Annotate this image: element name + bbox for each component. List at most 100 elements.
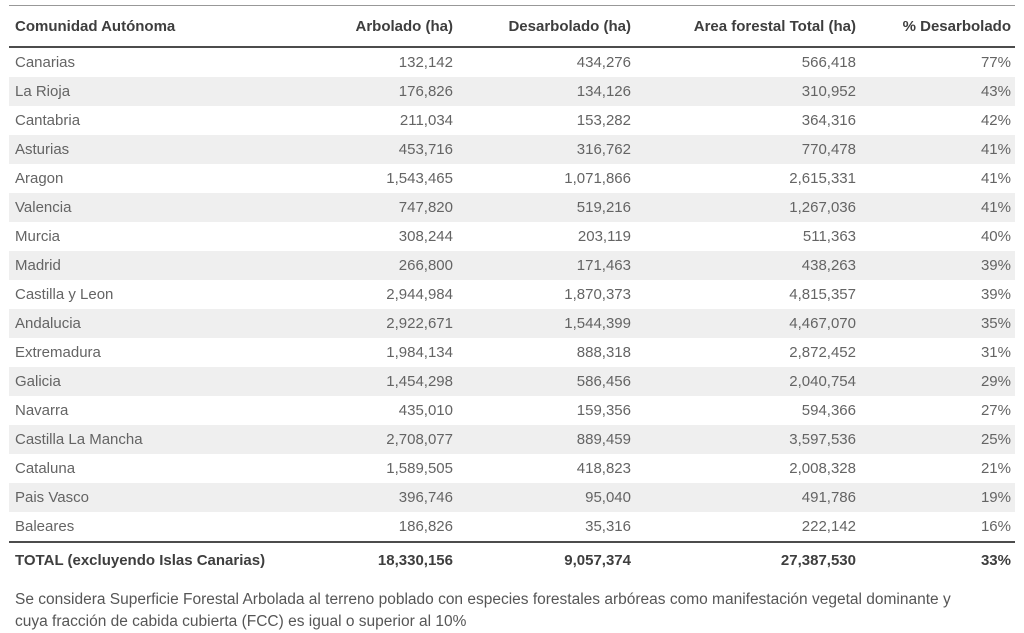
table-row: Extremadura 1,984,134 888,318 2,872,452 31% [9, 338, 1015, 367]
cell-arbolado: 1,543,465 [386, 170, 453, 187]
cell-arbolado: 176,826 [329, 77, 457, 106]
cell-arbolado: 2,708,077 [329, 425, 457, 454]
cell-comunidad-autonoma: Murcia [15, 228, 61, 245]
cell-desarbolado: 586,456 [457, 367, 635, 396]
cell-pct-desarbolado: 41% [860, 193, 1015, 222]
cell-area-forestal-total: 1,267,036 [635, 193, 860, 222]
cell-desarbolado: 95,040 [457, 483, 635, 512]
table-row: Andalucia 2,922,671 1,544,399 4,467,070 35% [9, 309, 1015, 338]
cell-comunidad-autonoma: Canarias [15, 54, 76, 71]
cell-arbolado: 1,454,298 [329, 367, 457, 396]
cell-comunidad-autonoma: Cataluna [15, 460, 76, 477]
table-row: Aragon 1,543,465 1,071,866 2,615,331 41% [9, 164, 1015, 193]
cell-pct-desarbolado: 21% [980, 460, 1011, 477]
cell-arbolado: 186,826 [398, 518, 453, 535]
cell-desarbolado: 519,216 [457, 193, 635, 222]
cell-area-forestal-total: 2,615,331 [789, 170, 856, 187]
cell-desarbolado: 889,459 [457, 425, 635, 454]
table-row: Cantabria 211,034 153,282 364,316 42% [9, 106, 1015, 135]
forest-area-table: Comunidad Autónoma Arbolado (ha) Desarbo… [9, 5, 1015, 578]
cell-comunidad-autonoma: Castilla y Leon [15, 286, 114, 303]
cell-pct-desarbolado: 42% [980, 112, 1011, 129]
footnote: Se considera Superficie Forestal Arbolad… [15, 591, 951, 631]
total-area-forestal: 27,387,530 [635, 541, 860, 578]
cell-desarbolado: 171,463 [457, 251, 635, 280]
cell-comunidad-autonoma: Pais Vasco [9, 483, 329, 512]
cell-area-forestal-total: 594,366 [801, 402, 856, 419]
cell-pct-desarbolado: 41% [860, 135, 1015, 164]
cell-area-forestal-total: 310,952 [635, 77, 860, 106]
cell-arbolado: 453,716 [329, 135, 457, 164]
cell-arbolado: 132,142 [398, 54, 453, 71]
cell-area-forestal-total: 770,478 [635, 135, 860, 164]
total-row: TOTAL (excluyendo Islas Canarias) 18,330… [9, 541, 1015, 578]
cell-arbolado: 211,034 [399, 112, 453, 129]
cell-pct-desarbolado: 25% [860, 425, 1015, 454]
cell-pct-desarbolado: 27% [980, 402, 1011, 419]
cell-comunidad-autonoma: Castilla La Mancha [9, 425, 329, 454]
table-row: La Rioja 176,826 134,126 310,952 43% [9, 77, 1015, 106]
cell-pct-desarbolado: 39% [980, 286, 1011, 303]
cell-desarbolado: 1,071,866 [564, 170, 631, 187]
cell-area-forestal-total: 2,008,328 [789, 460, 856, 477]
table-row: Pais Vasco 396,746 95,040 491,786 19% [9, 483, 1015, 512]
cell-comunidad-autonoma: Baleares [15, 518, 75, 535]
cell-comunidad-autonoma: Asturias [9, 135, 329, 164]
cell-comunidad-autonoma: Extremadura [15, 344, 101, 361]
cell-arbolado: 308,244 [398, 228, 453, 245]
cell-area-forestal-total: 4,815,357 [789, 286, 856, 303]
cell-pct-desarbolado: 40% [980, 228, 1011, 245]
cell-arbolado: 266,800 [329, 251, 457, 280]
cell-comunidad-autonoma: Andalucia [9, 309, 329, 338]
cell-desarbolado: 434,276 [576, 54, 631, 71]
table-row: Galicia 1,454,298 586,456 2,040,754 29% [9, 367, 1015, 396]
cell-desarbolado: 159,356 [576, 402, 631, 419]
cell-area-forestal-total: 364,316 [801, 112, 856, 129]
total-arbolado: 18,330,156 [329, 541, 457, 578]
cell-area-forestal-total: 438,263 [635, 251, 860, 280]
cell-comunidad-autonoma: Madrid [9, 251, 329, 280]
cell-arbolado: 1,984,134 [386, 344, 453, 361]
cell-arbolado: 747,820 [329, 193, 457, 222]
cell-area-forestal-total: 511,363 [802, 228, 856, 245]
cell-pct-desarbolado: 19% [860, 483, 1015, 512]
cell-area-forestal-total: 4,467,070 [635, 309, 860, 338]
cell-arbolado: 1,589,505 [386, 460, 453, 477]
column-header-pct-desarbolado: % Desarbolado [860, 5, 1015, 48]
cell-area-forestal-total: 2,040,754 [635, 367, 860, 396]
cell-pct-desarbolado: 41% [980, 170, 1011, 187]
cell-comunidad-autonoma: La Rioja [9, 77, 329, 106]
cell-comunidad-autonoma: Cantabria [15, 112, 81, 129]
cell-desarbolado: 316,762 [457, 135, 635, 164]
cell-desarbolado: 888,318 [576, 344, 631, 361]
table-row: Cataluna 1,589,505 418,823 2,008,328 21% [9, 454, 1015, 483]
total-desarbolado: 9,057,374 [457, 541, 635, 578]
cell-pct-desarbolado: 39% [860, 251, 1015, 280]
column-header-desarbolado: Desarbolado (ha) [457, 5, 635, 48]
cell-pct-desarbolado: 16% [980, 518, 1011, 535]
table-row: Castilla y Leon 2,944,984 1,870,373 4,815,3… [9, 280, 1015, 309]
cell-pct-desarbolado: 29% [860, 367, 1015, 396]
cell-pct-desarbolado: 31% [980, 344, 1011, 361]
cell-pct-desarbolado: 35% [860, 309, 1015, 338]
cell-area-forestal-total: 222,142 [801, 518, 856, 535]
table-row: Canarias 132,142 434,276 566,418 77% [9, 47, 1015, 77]
cell-desarbolado: 1,870,373 [564, 286, 631, 303]
cell-desarbolado: 418,823 [576, 460, 631, 477]
cell-comunidad-autonoma: Navarra [15, 402, 69, 419]
cell-pct-desarbolado: 77% [980, 54, 1011, 71]
table-row: Baleares 186,826 35,316 222,142 16% [9, 512, 1015, 542]
table-row: Valencia 747,820 519,216 1,267,036 41% [9, 193, 1015, 222]
cell-desarbolado: 153,282 [576, 112, 631, 129]
total-pct-desarbolado: 33% [860, 541, 1015, 578]
column-header-arbolado: Arbolado (ha) [329, 5, 457, 48]
column-header-comunidad-autonoma: Comunidad Autónoma [9, 5, 329, 48]
cell-area-forestal-total: 566,418 [801, 54, 856, 71]
cell-area-forestal-total: 2,872,452 [789, 344, 856, 361]
column-header-area-forestal-total: Area forestal Total (ha) [635, 5, 860, 48]
table-row: Murcia 308,244 203,119 511,363 40% [9, 222, 1015, 251]
cell-comunidad-autonoma: Aragon [15, 170, 64, 187]
cell-comunidad-autonoma: Valencia [9, 193, 329, 222]
total-label: TOTAL (excluyendo Islas Canarias) [9, 541, 329, 578]
